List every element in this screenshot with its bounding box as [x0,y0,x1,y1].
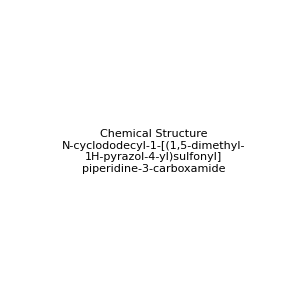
Text: Chemical Structure
N-cyclododecyl-1-[(1,5-dimethyl-
1H-pyrazol-4-yl)sulfonyl]
pi: Chemical Structure N-cyclododecyl-1-[(1,… [62,129,245,174]
